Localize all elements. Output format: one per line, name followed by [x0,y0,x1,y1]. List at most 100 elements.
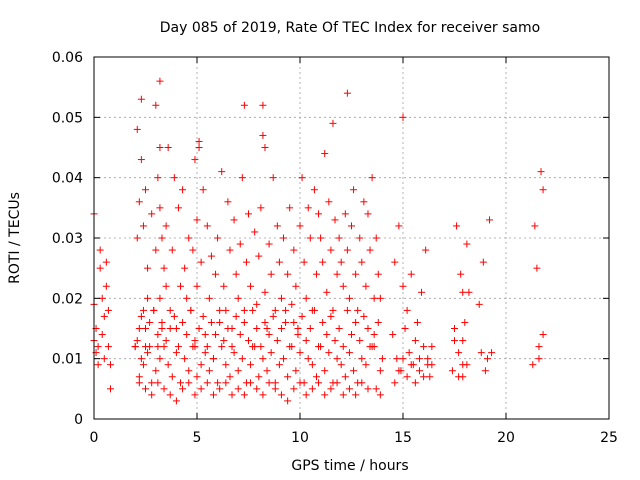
data-point [195,144,203,151]
data-point [156,204,164,212]
data-point [203,379,211,387]
data-point [214,379,222,387]
data-point [257,343,265,351]
data-point [232,270,240,278]
data-point [348,331,355,339]
data-point [298,312,306,320]
data-point [135,198,143,206]
data-point [275,258,283,266]
data-point [356,337,364,345]
data-point [148,391,156,399]
data-point [267,349,275,357]
data-point [158,234,166,242]
data-point [393,355,401,363]
data-point [331,216,339,224]
data-point [195,137,203,145]
data-point [253,385,261,393]
data-point [372,385,380,393]
data-point [228,391,236,399]
data-point [224,325,232,332]
chart-title: Day 085 of 2019, Rate Of TEC Index for r… [160,20,540,36]
data-point [240,391,248,399]
data-point [362,282,370,290]
data-point [265,240,273,248]
data-point [537,168,545,176]
data-point [216,318,224,326]
data-point [339,282,347,290]
data-point [321,150,329,158]
data-point [275,361,283,369]
data-point [321,367,329,375]
data-point [234,367,242,375]
data-point [282,306,290,314]
data-point [212,270,220,278]
data-point [154,331,162,339]
data-point [234,294,242,302]
data-point [308,385,316,393]
data-point [185,379,193,387]
data-point [168,246,176,254]
data-point [131,343,139,351]
data-point [240,318,248,326]
data-point [96,246,104,254]
data-point [177,282,185,290]
data-point [148,379,156,387]
data-point [420,343,428,351]
data-point [428,361,436,369]
data-point [181,264,189,272]
data-point [337,361,345,369]
data-point [230,349,238,357]
data-point [312,373,320,381]
data-point [345,294,353,302]
data-point [247,282,255,290]
data-point [197,385,205,393]
data-point [298,174,306,182]
data-point [152,246,160,254]
data-point [323,288,331,296]
data-point [315,379,323,387]
data-point [259,391,267,399]
data-point [364,210,372,218]
x-tick-label: 25 [600,430,618,446]
data-point [94,361,102,369]
data-point [539,331,547,339]
data-point [366,246,374,254]
x-tick-label: 10 [291,430,309,446]
data-point [391,379,399,387]
data-point [358,379,366,387]
data-point [317,234,325,242]
data-point [142,385,149,393]
data-point [166,306,174,314]
data-point [209,391,217,399]
data-point [242,258,250,266]
data-point [348,222,355,230]
data-point [459,373,467,381]
data-point [300,258,308,266]
data-point [191,391,199,399]
data-point [253,300,261,308]
data-point [376,294,384,302]
data-point [315,343,323,351]
data-point [183,294,191,302]
data-point [166,391,174,399]
data-point [415,355,423,363]
data-point [403,373,411,381]
x-axis-label: GPS time / hours [291,458,408,474]
data-point [144,349,152,357]
data-point [245,210,252,218]
data-point [267,270,275,278]
data-point [133,234,141,242]
data-point [341,210,349,218]
data-point [238,355,246,363]
data-point [177,379,185,387]
data-point [529,361,537,369]
data-point [137,312,145,320]
data-point [170,174,178,182]
data-point [263,325,271,332]
data-point [290,385,298,393]
data-point [422,246,430,254]
data-point [139,361,147,369]
data-point [174,343,182,351]
data-point [477,349,485,357]
data-point [304,355,312,363]
